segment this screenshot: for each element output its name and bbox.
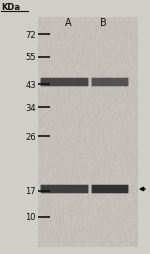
FancyBboxPatch shape bbox=[40, 185, 88, 194]
Text: 34: 34 bbox=[25, 103, 36, 112]
Bar bbox=[38, 18, 138, 247]
Text: A: A bbox=[65, 18, 71, 28]
Text: 10: 10 bbox=[26, 213, 36, 222]
Text: 17: 17 bbox=[25, 187, 36, 196]
Text: 55: 55 bbox=[26, 53, 36, 62]
FancyBboxPatch shape bbox=[92, 78, 128, 87]
FancyBboxPatch shape bbox=[92, 185, 128, 194]
Text: 43: 43 bbox=[25, 80, 36, 89]
Text: 26: 26 bbox=[25, 132, 36, 141]
Text: 72: 72 bbox=[25, 30, 36, 39]
FancyBboxPatch shape bbox=[40, 78, 88, 87]
Text: KDa: KDa bbox=[1, 3, 20, 12]
Text: B: B bbox=[100, 18, 106, 28]
